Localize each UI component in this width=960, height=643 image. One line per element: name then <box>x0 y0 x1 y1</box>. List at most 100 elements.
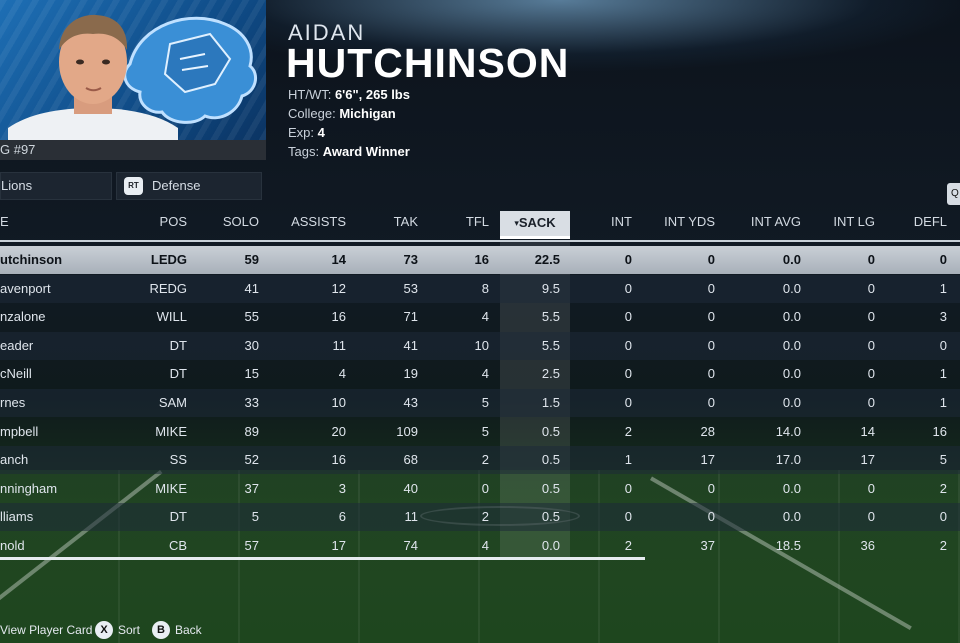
header-int-yds[interactable]: INT YDS <box>664 214 715 229</box>
header-tak[interactable]: TAK <box>393 214 418 229</box>
header-pos[interactable]: POS <box>159 214 187 229</box>
player-height-weight: HT/WT: 6'6", 265 lbs <box>288 87 410 102</box>
cell-name: utchinson <box>0 252 63 267</box>
header-tfl[interactable]: TFL <box>465 214 489 229</box>
cell-int-yds: 0 <box>707 280 715 296</box>
table-row[interactable]: rnes SAM 33 10 43 5 1.5 0 0 0.0 0 1 <box>0 389 960 417</box>
cell-int-avg: 0.0 <box>782 252 801 267</box>
table-row[interactable]: lliams DT 5 6 11 2 0.5 0 0 0.0 0 0 <box>0 503 960 532</box>
table-row-selected[interactable]: utchinson LEDG 59 14 73 16 22.5 0 0 0.0 0 0 <box>0 246 960 274</box>
table-row[interactable]: nningham MIKE 37 3 40 0 0.5 0 0 0.0 0 2 <box>0 475 960 503</box>
table-row[interactable]: eader DT 30 11 41 10 5.5 0 0 0.0 0 0 <box>0 331 960 360</box>
cell-int-lg: 0 <box>867 337 875 353</box>
cell-pos: CB <box>168 538 187 553</box>
cell-defl: 5 <box>939 452 947 468</box>
back-action[interactable]: Back <box>175 623 202 637</box>
cell-defl: 1 <box>939 280 947 296</box>
cell-name: lliams <box>0 509 34 525</box>
player-last-name: HUTCHINSON <box>286 40 570 86</box>
cell-pos: LEDG <box>150 252 187 267</box>
cell-tak: 11 <box>404 509 419 525</box>
cell-tfl: 4 <box>481 309 489 325</box>
cell-solo: 33 <box>244 395 259 410</box>
cell-sack: 0.5 <box>541 452 560 468</box>
header-assists[interactable]: ASSISTS <box>291 214 346 229</box>
cell-tak: 74 <box>403 538 418 553</box>
tags-value: Award Winner <box>322 144 410 159</box>
cell-defl: 0 <box>939 509 947 525</box>
cell-defl: 16 <box>932 423 947 439</box>
cell-solo: 30 <box>244 337 259 353</box>
cell-tfl: 4 <box>481 538 489 553</box>
team-filter[interactable]: Lions <box>0 172 112 200</box>
header-int[interactable]: INT <box>611 214 632 229</box>
header-int-lg[interactable]: INT LG <box>833 214 875 229</box>
header-sack-sorted[interactable]: ▾SACK <box>500 211 570 239</box>
cell-int: 0 <box>624 280 632 296</box>
cell-assists: 6 <box>338 509 346 525</box>
cell-assists: 11 <box>332 337 347 353</box>
cell-int-lg: 0 <box>867 309 875 325</box>
header-solo[interactable]: SOLO <box>222 214 259 229</box>
htwt-label: HT/WT: <box>288 87 332 102</box>
view-player-card-action[interactable]: View Player Card <box>0 623 93 637</box>
header-name[interactable]: E <box>0 214 9 229</box>
cell-solo: 89 <box>244 423 259 439</box>
header-int-avg[interactable]: INT AVG <box>750 214 801 229</box>
cell-solo: 5 <box>251 509 259 525</box>
cell-assists: 3 <box>338 480 346 496</box>
cell-assists: 16 <box>331 452 346 468</box>
cell-int-avg: 0.0 <box>782 309 801 325</box>
horizontal-scrollbar[interactable] <box>0 557 645 560</box>
cell-solo: 59 <box>244 252 259 267</box>
cell-int: 0 <box>624 480 632 496</box>
cell-int-yds: 0 <box>707 252 715 267</box>
table-row[interactable]: anch SS 52 16 68 2 0.5 1 17 17.0 17 5 <box>0 446 960 475</box>
cell-tak: 19 <box>403 366 418 382</box>
cell-int-avg: 0.0 <box>782 366 801 382</box>
cell-solo: 57 <box>244 538 259 553</box>
cell-name: mpbell <box>0 423 39 439</box>
tags-label: Tags: <box>288 144 320 159</box>
cell-tfl: 16 <box>474 252 489 267</box>
cell-tak: 73 <box>403 252 418 267</box>
cell-name: eader <box>0 337 34 353</box>
cell-tfl: 10 <box>474 337 489 353</box>
header-defl[interactable]: DEFL <box>913 214 947 229</box>
cell-int: 0 <box>624 252 632 267</box>
cell-pos: REDG <box>149 280 187 296</box>
side-filter[interactable]: RT Defense <box>116 172 262 200</box>
cell-int-yds: 0 <box>707 509 715 525</box>
cell-defl: 0 <box>939 252 947 267</box>
cell-sack: 0.5 <box>541 480 560 496</box>
cell-name: cNeill <box>0 366 32 382</box>
table-row[interactable]: cNeill DT 15 4 19 4 2.5 0 0 0.0 0 1 <box>0 360 960 388</box>
sort-action[interactable]: Sort <box>118 623 141 637</box>
cell-pos: SAM <box>158 395 187 410</box>
cell-defl: 3 <box>939 309 947 325</box>
cell-tak: 53 <box>403 280 418 296</box>
table-row[interactable]: avenport REDG 41 12 53 8 9.5 0 0 0.0 0 1 <box>0 274 960 303</box>
cell-int-avg: 0.0 <box>782 509 801 525</box>
cell-assists: 12 <box>331 280 346 296</box>
cell-int: 0 <box>624 395 632 410</box>
table-row[interactable]: nold CB 57 17 74 4 0.0 2 37 18.5 36 2 <box>0 532 960 560</box>
cell-int-lg: 36 <box>860 538 875 553</box>
exp-value: 4 <box>317 125 325 140</box>
player-first-name: AIDAN <box>288 20 366 45</box>
x-button-icon: X <box>95 621 113 639</box>
cell-int-yds: 28 <box>700 423 715 439</box>
cell-int-yds: 0 <box>707 337 715 353</box>
cell-name: rnes <box>0 395 26 410</box>
table-row[interactable]: nzalone WILL 55 16 71 4 5.5 0 0 0.0 0 3 <box>0 303 960 331</box>
cell-tfl: 0 <box>481 480 489 496</box>
cell-int-lg: 0 <box>867 280 875 296</box>
table-row[interactable]: mpbell MIKE 89 20 109 5 0.5 2 28 14.0 14 16 <box>0 418 960 446</box>
q-button-icon[interactable]: Q <box>947 183 960 205</box>
player-experience: Exp: 4 <box>288 125 325 140</box>
cell-sack: 2.5 <box>541 366 560 382</box>
cell-tfl: 2 <box>481 509 489 525</box>
sort-desc-icon: ▾ <box>514 218 519 228</box>
cell-int: 2 <box>624 538 632 553</box>
cell-pos: SS <box>169 452 187 468</box>
